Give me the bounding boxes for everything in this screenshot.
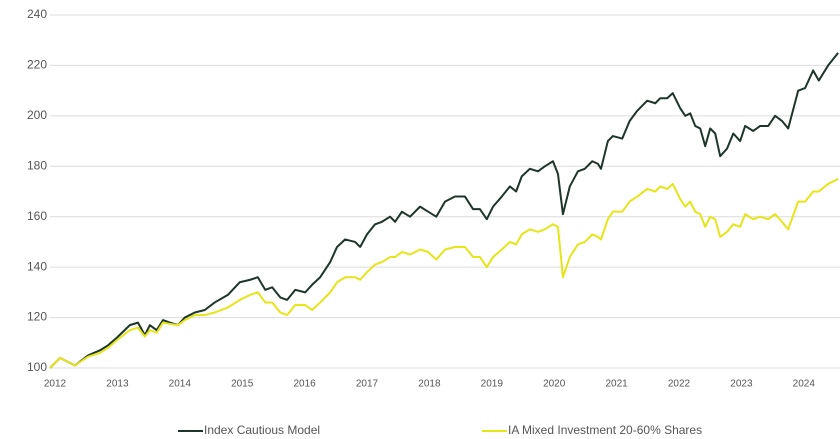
- x-tick-label: 2020: [543, 379, 566, 390]
- y-tick-label: 180: [27, 158, 47, 172]
- y-tick-label: 240: [27, 7, 47, 21]
- x-tick-label: 2015: [231, 379, 254, 390]
- y-tick-label: 140: [27, 259, 47, 273]
- x-tick-label: 2021: [605, 379, 628, 390]
- x-tick-label: 2014: [169, 379, 192, 390]
- x-tick-label: 2017: [356, 379, 379, 390]
- x-tick-label: 2023: [730, 379, 753, 390]
- legend-label: IA Mixed Investment 20-60% Shares: [508, 423, 702, 437]
- y-tick-label: 220: [27, 58, 47, 72]
- legend-label: Index Cautious Model: [204, 423, 320, 437]
- y-tick-label: 200: [27, 108, 47, 122]
- series-line: [49, 177, 839, 369]
- series-line: [49, 52, 839, 369]
- x-tick-label: 2016: [293, 379, 316, 390]
- x-tick-label: 2012: [44, 379, 67, 390]
- x-tick-label: 2022: [668, 379, 691, 390]
- x-tick-label: 2013: [106, 379, 129, 390]
- y-tick-label: 100: [27, 360, 47, 374]
- x-tick-label: 2024: [793, 379, 816, 390]
- x-tick-label: 2018: [418, 379, 441, 390]
- y-tick-label: 160: [27, 209, 47, 223]
- x-tick-label: 2019: [481, 379, 504, 390]
- y-tick-label: 120: [27, 310, 47, 324]
